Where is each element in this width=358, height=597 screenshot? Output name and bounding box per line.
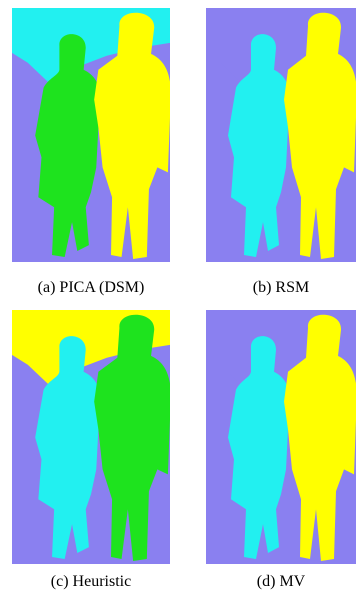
caption: (c) Heuristic (51, 573, 131, 590)
segmentation-image (206, 8, 357, 262)
caption: (d) MV (257, 573, 306, 590)
figure: (a) PICA (DSM) (b) RSM (c) Heuristic (d)… (0, 0, 358, 597)
segmentation-image (12, 310, 171, 564)
caption: (a) PICA (DSM) (38, 279, 145, 296)
segmentation-image (12, 8, 171, 262)
caption: (b) RSM (253, 279, 309, 296)
segmentation-image (206, 310, 357, 564)
